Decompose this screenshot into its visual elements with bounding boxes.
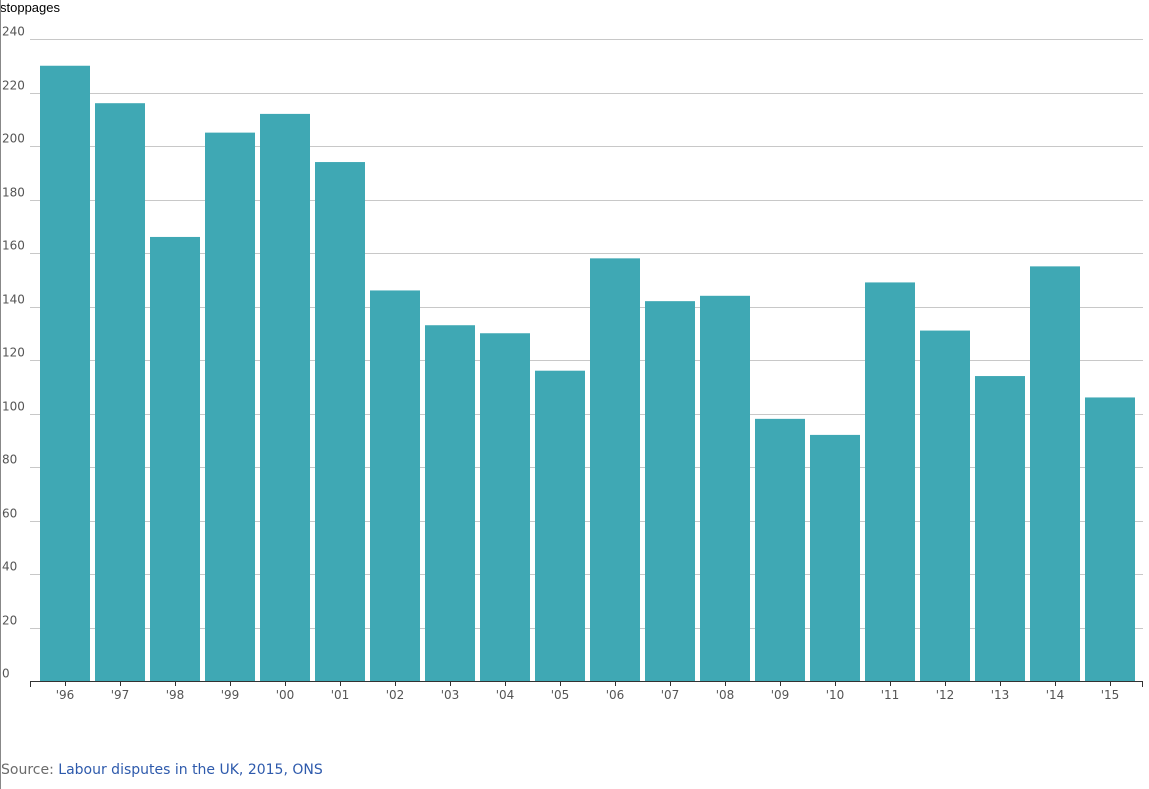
bar bbox=[1030, 266, 1080, 681]
source-prefix: Source: bbox=[1, 762, 59, 778]
y-tick-label: 120 bbox=[2, 346, 25, 360]
bar bbox=[535, 370, 585, 681]
y-tick-label: 200 bbox=[2, 132, 25, 146]
bar bbox=[700, 295, 750, 681]
bar bbox=[480, 333, 530, 681]
x-tick-label: '06 bbox=[606, 688, 625, 702]
x-tick-label: '12 bbox=[936, 688, 955, 702]
source-note: Source: Labour disputes in the UK, 2015,… bbox=[1, 762, 323, 778]
x-tick-label: '15 bbox=[1101, 688, 1120, 702]
x-tick-label: '14 bbox=[1046, 688, 1065, 702]
y-tick-label: 60 bbox=[2, 507, 17, 521]
source-link[interactable]: Labour disputes in the UK, 2015, ONS bbox=[58, 762, 323, 778]
bar bbox=[315, 162, 365, 682]
x-tick-label: '05 bbox=[551, 688, 570, 702]
bar bbox=[95, 103, 145, 681]
bar bbox=[425, 325, 475, 681]
y-tick-label: 240 bbox=[2, 25, 25, 39]
bar bbox=[975, 376, 1025, 681]
bar bbox=[865, 282, 915, 681]
bar bbox=[590, 258, 640, 681]
bar bbox=[755, 418, 805, 681]
x-tick-label: '08 bbox=[716, 688, 735, 702]
y-tick-label: 80 bbox=[2, 453, 17, 467]
x-tick-label: '04 bbox=[496, 688, 515, 702]
x-tick-label: '00 bbox=[276, 688, 295, 702]
x-tick-label: '97 bbox=[111, 688, 130, 702]
y-tick-label: 140 bbox=[2, 293, 25, 307]
x-tick-label: '96 bbox=[56, 688, 75, 702]
y-tick-label: 0 bbox=[2, 667, 10, 681]
bar bbox=[920, 330, 970, 681]
y-tick-label: 220 bbox=[2, 79, 25, 93]
bar bbox=[810, 434, 860, 681]
x-tick-label: '09 bbox=[771, 688, 790, 702]
x-tick-label: '13 bbox=[991, 688, 1010, 702]
x-tick-label: '03 bbox=[441, 688, 460, 702]
x-tick-label: '01 bbox=[331, 688, 350, 702]
bar bbox=[205, 132, 255, 681]
y-tick-label: 20 bbox=[2, 614, 17, 628]
y-axis-label: stoppages bbox=[0, 0, 60, 15]
x-tick-label: '11 bbox=[881, 688, 900, 702]
y-tick-label: 40 bbox=[2, 560, 17, 574]
bar bbox=[260, 113, 310, 681]
x-tick-label: '98 bbox=[166, 688, 185, 702]
bar bbox=[150, 236, 200, 681]
y-tick-label: 180 bbox=[2, 186, 25, 200]
x-tick-label: '02 bbox=[386, 688, 405, 702]
x-tick-label: '10 bbox=[826, 688, 845, 702]
x-tick-label: '99 bbox=[221, 688, 240, 702]
y-tick-label: 160 bbox=[2, 239, 25, 253]
bar bbox=[40, 65, 90, 681]
bar bbox=[370, 290, 420, 681]
bar bbox=[1085, 397, 1135, 681]
bar bbox=[645, 301, 695, 681]
x-tick-label: '07 bbox=[661, 688, 680, 702]
y-tick-label: 100 bbox=[2, 400, 25, 414]
